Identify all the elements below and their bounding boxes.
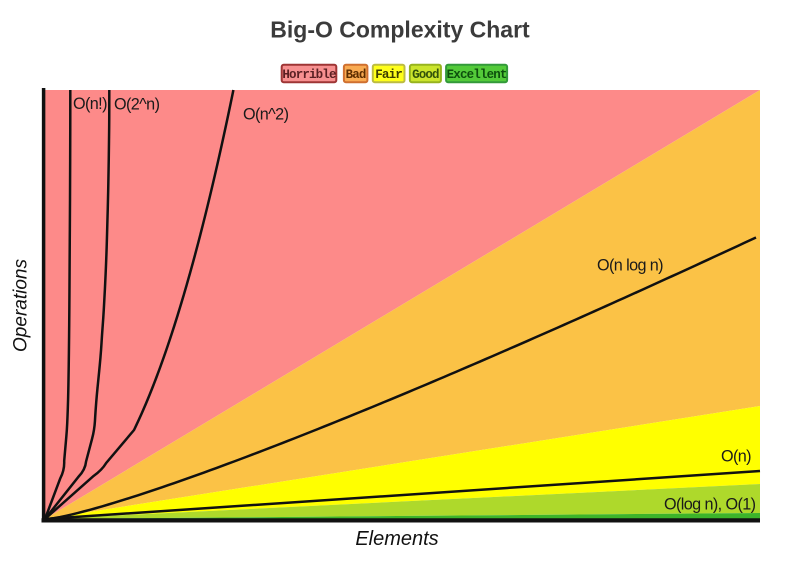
svg-text:Excellent: Excellent (447, 68, 507, 82)
svg-text:Elements: Elements (355, 528, 438, 550)
svg-text:Fair: Fair (375, 68, 402, 82)
svg-text:Operations: Operations (11, 259, 32, 352)
svg-text:Bad: Bad (346, 68, 366, 82)
svg-text:O(log n), O(1): O(log n), O(1) (664, 496, 756, 514)
svg-text:O(n!): O(n!) (73, 95, 107, 113)
svg-text:Good: Good (412, 68, 439, 82)
svg-text:Horrible: Horrible (282, 68, 336, 82)
svg-text:Big-O Complexity Chart: Big-O Complexity Chart (270, 17, 530, 43)
svg-text:O(n^2): O(n^2) (243, 106, 289, 124)
svg-text:O(2^n): O(2^n) (114, 96, 160, 114)
svg-text:O(n): O(n) (721, 448, 751, 466)
svg-text:O(n log n): O(n log n) (597, 257, 663, 275)
